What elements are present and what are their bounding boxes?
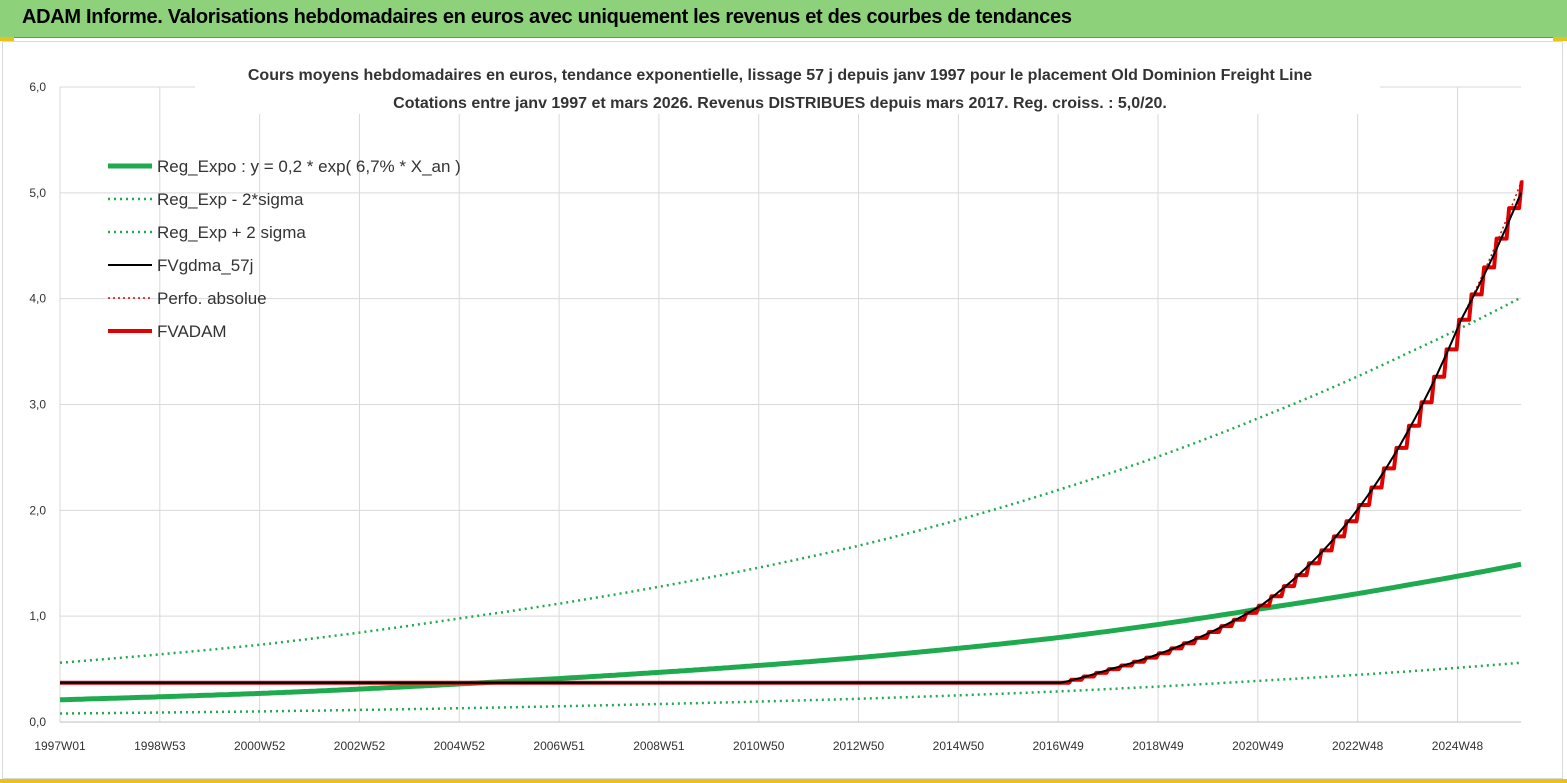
legend-label: Reg_Exp + 2 sigma [157, 223, 306, 242]
x-tick-label: 2014W50 [933, 739, 985, 753]
x-tick-label: 2020W49 [1232, 739, 1284, 753]
series-line-5 [60, 180, 1524, 685]
report-title: ADAM Informe. Valorisations hebdomadaire… [22, 6, 1072, 28]
y-tick-label: 2,0 [29, 503, 46, 517]
series-line-4 [60, 182, 1522, 684]
y-tick-label: 1,0 [29, 609, 46, 623]
chart-title-line2: Cotations entre janv 1997 et mars 2026. … [393, 95, 1167, 112]
x-tick-label: 2024W48 [1432, 739, 1484, 753]
legend-label: Reg_Expo : y = 0,2 * exp( 6,7% * X_an ) [157, 157, 461, 176]
corner-accent-left [0, 37, 14, 41]
x-tick-label: 2004W52 [434, 739, 486, 753]
x-tick-label: 2002W52 [334, 739, 386, 753]
series-line-0 [59, 561, 1522, 703]
x-tick-label: 2018W49 [1132, 739, 1184, 753]
series-line-2 [59, 296, 1522, 664]
series-line-3 [60, 192, 1522, 684]
y-tick-label: 5,0 [29, 186, 46, 200]
grid-lines [59, 86, 1521, 723]
y-tick-label: 3,0 [29, 398, 46, 412]
chart-title-line1: Cours moyens hebdomadaires en euros, ten… [248, 67, 1312, 84]
legend: Reg_Expo : y = 0,2 * exp( 6,7% * X_an ) R… [108, 157, 461, 341]
bottom-accent [0, 779, 1567, 783]
chart-frame [2, 41, 1563, 779]
legend-label: FVADAM [157, 322, 227, 341]
y-tick-label: 0,0 [29, 715, 46, 729]
x-tick-label: 2022W48 [1332, 739, 1384, 753]
series-group [59, 180, 1524, 715]
corner-accent-right [1553, 37, 1567, 41]
y-tick-label: 6,0 [29, 80, 46, 94]
x-tick-label: 2000W52 [234, 739, 286, 753]
x-tick-label: 1998W53 [134, 739, 186, 753]
series-line-1 [60, 661, 1522, 715]
legend-label: FVgdma_57j [157, 256, 253, 275]
x-tick-label: 2012W50 [833, 739, 885, 753]
legend-label: Perfo. absolue [157, 289, 267, 308]
x-tick-label: 2010W50 [733, 739, 785, 753]
title-background [195, 62, 1380, 114]
x-tick-label: 2016W49 [1032, 739, 1084, 753]
y-tick-label: 4,0 [29, 292, 46, 306]
x-tick-label: 2006W51 [533, 739, 585, 753]
report-banner: ADAM Informe. Valorisations hebdomadaire… [0, 0, 1567, 38]
x-axis-ticks: 1997W01 1998W53 2000W52 2002W52 2004W52 2006W… [34, 739, 1483, 753]
x-tick-label: 1997W01 [34, 739, 86, 753]
y-axis-ticks: 0,0 1,0 2,0 3,0 4,0 5,0 6,0 [29, 80, 46, 729]
legend-label: Reg_Exp - 2*sigma [157, 190, 304, 209]
x-tick-label: 2008W51 [633, 739, 685, 753]
